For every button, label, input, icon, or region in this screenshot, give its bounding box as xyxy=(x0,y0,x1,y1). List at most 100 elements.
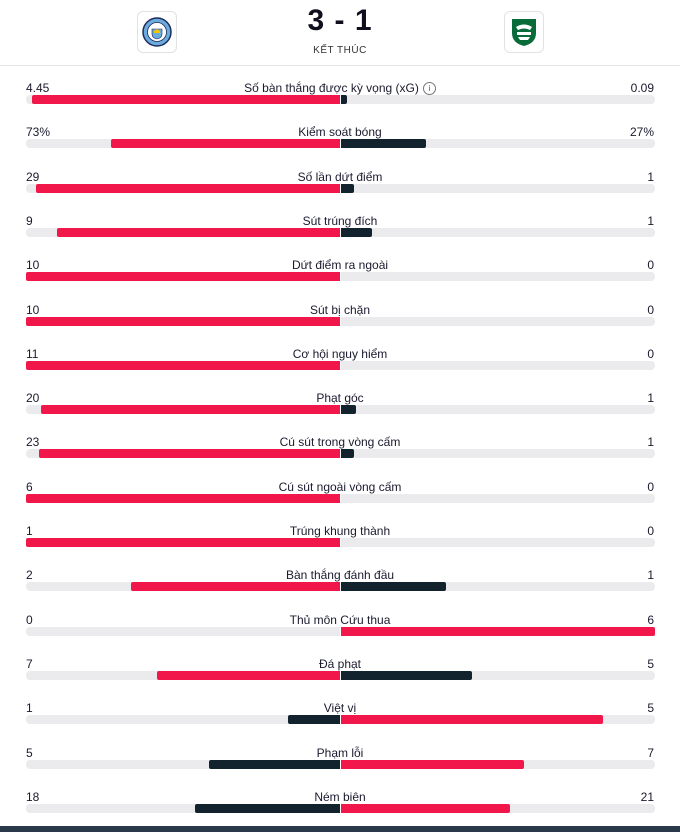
home-bar-track xyxy=(26,139,340,149)
home-value: 1 xyxy=(26,524,33,538)
home-value: 73% xyxy=(26,125,51,140)
away-bar-track xyxy=(341,139,655,149)
stat-label-text: Phạm lỗi xyxy=(316,745,364,760)
stat-label-text: Số lần dứt điểm xyxy=(297,169,383,184)
away-bar-fill xyxy=(341,227,372,237)
away-team-badge[interactable] xyxy=(504,11,544,53)
away-bar-track xyxy=(341,803,655,813)
away-bar-track xyxy=(341,715,655,725)
away-value: 1 xyxy=(647,391,654,406)
home-bar-track xyxy=(26,227,340,237)
home-bar-track xyxy=(26,626,340,636)
away-value: 1 xyxy=(647,213,654,228)
home-bar-fill xyxy=(26,538,340,547)
away-bar-fill xyxy=(341,95,347,104)
home-value: 23 xyxy=(26,435,40,450)
home-bar-fill xyxy=(57,227,340,237)
stat-label-text: Số bàn thắng được kỳ vọng (xG) xyxy=(244,81,419,95)
stat-row: 7 Đá phạt 5 xyxy=(0,656,680,700)
info-icon[interactable]: i xyxy=(422,82,436,95)
home-bar-track xyxy=(26,95,340,104)
away-bar-track xyxy=(341,360,655,370)
away-value: 1 xyxy=(647,169,654,184)
home-bar-fill xyxy=(26,316,340,326)
stat-row: 9 Sút trúng đích 1 xyxy=(0,213,680,257)
home-bar-fill xyxy=(39,449,340,459)
stat-label-text: Sút bị chặn xyxy=(309,302,371,317)
stat-row: 10 Dứt điểm ra ngoài 0 xyxy=(0,257,680,301)
home-value: 10 xyxy=(26,302,40,317)
stat-label-text: Phạt góc xyxy=(316,391,364,406)
stat-label-text: Việt vị xyxy=(323,701,357,716)
home-value: 2 xyxy=(26,568,33,583)
away-value: 0 xyxy=(647,346,654,361)
away-value: 0 xyxy=(647,479,654,494)
away-bar-track xyxy=(341,538,655,547)
home-bar-track xyxy=(26,715,340,725)
match-header: 3 - 1 KẾT THÚC xyxy=(0,0,680,66)
stat-label: Phạm lỗi xyxy=(140,745,540,761)
stat-label-text: Trúng khung thành xyxy=(289,524,391,538)
stat-label-text: Sút trúng đích xyxy=(302,213,378,228)
home-bar-track xyxy=(26,405,340,415)
away-bar-track xyxy=(341,582,655,592)
stat-label: Kiểm soát bóng xyxy=(140,124,540,140)
stat-row: 1 Việt vị 5 xyxy=(0,700,680,744)
away-bar-fill xyxy=(341,449,354,459)
home-bar-track xyxy=(26,316,340,326)
stat-label-text: Bàn thắng đánh đầu xyxy=(285,568,395,583)
away-value: 1 xyxy=(647,435,654,450)
stat-row: 4.45 Số bàn thắng được kỳ vọng (xG) i 0.09 xyxy=(0,80,680,124)
away-value: 0.09 xyxy=(630,81,654,95)
stat-label-text: Cú sút ngoài vòng cấm xyxy=(278,479,402,494)
stat-label: Phạt góc xyxy=(140,390,540,406)
away-bar-fill xyxy=(341,582,446,592)
home-bar-fill xyxy=(288,715,340,725)
home-bar-track xyxy=(26,272,340,282)
stat-label-text: Kiểm soát bóng xyxy=(298,125,382,140)
stat-label-text: Ném biên xyxy=(314,789,366,804)
home-bar-track xyxy=(26,449,340,459)
home-team-badge[interactable] xyxy=(137,11,177,53)
home-bar-track xyxy=(26,670,340,680)
home-bar-track xyxy=(26,803,340,813)
home-bar-track xyxy=(26,582,340,592)
home-bar-fill xyxy=(41,405,340,415)
stat-label: Thủ môn Cứu thua xyxy=(140,612,540,628)
stat-label: Việt vị xyxy=(140,700,540,716)
stat-label: Cú sút trong vòng cấm xyxy=(140,434,540,450)
away-value: 1 xyxy=(647,568,654,583)
home-bar-track xyxy=(26,538,340,547)
away-value: 27% xyxy=(629,125,654,140)
home-value: 20 xyxy=(26,391,40,406)
stat-row: 10 Sút bị chặn 0 xyxy=(0,302,680,346)
stat-row: 18 Ném biên 21 xyxy=(0,789,680,833)
away-bar-track xyxy=(341,95,655,104)
home-bar-fill xyxy=(111,139,340,149)
away-bar-track xyxy=(341,183,655,193)
stat-label: Sút bị chặn xyxy=(140,302,540,318)
away-bar-fill xyxy=(341,759,524,769)
away-value: 6 xyxy=(647,612,654,627)
home-value: 5 xyxy=(26,745,33,760)
home-bar-fill xyxy=(131,582,340,592)
away-bar-track xyxy=(341,759,655,769)
home-bar-track xyxy=(26,183,340,193)
away-bar-fill xyxy=(341,715,603,725)
home-value: 9 xyxy=(26,213,33,228)
away-bar-track xyxy=(341,449,655,459)
home-bar-fill xyxy=(157,670,340,680)
away-value: 0 xyxy=(647,524,654,538)
stat-label-text: Cú sút trong vòng cấm xyxy=(279,435,401,450)
stat-label-text: Cơ hội nguy hiểm xyxy=(292,346,388,361)
stat-label: Dứt điểm ra ngoài xyxy=(140,257,540,273)
away-bar-track xyxy=(341,626,655,636)
stat-row: 6 Cú sút ngoài vòng cấm 0 xyxy=(0,479,680,523)
stat-row: 29 Số lần dứt điểm 1 xyxy=(0,169,680,213)
stat-label: Bàn thắng đánh đầu xyxy=(140,567,540,583)
stat-row: 23 Cú sút trong vòng cấm 1 xyxy=(0,434,680,478)
home-value: 11 xyxy=(26,346,39,361)
manchester-city-crest-icon xyxy=(142,17,172,47)
stat-row: 2 Bàn thắng đánh đầu 1 xyxy=(0,567,680,611)
home-value: 10 xyxy=(26,258,40,273)
